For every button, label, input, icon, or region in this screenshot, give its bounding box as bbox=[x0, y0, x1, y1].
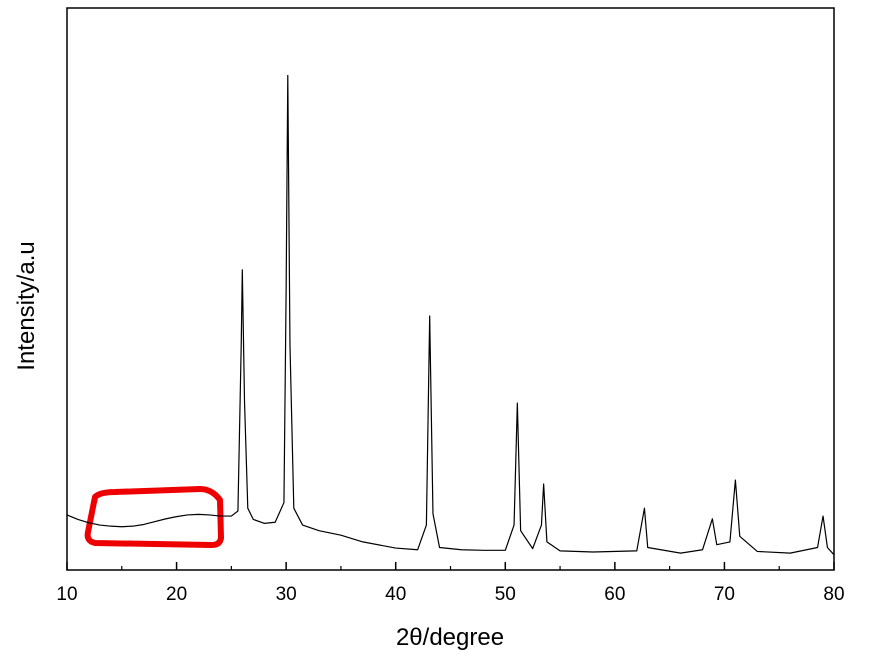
x-tick-label: 80 bbox=[823, 584, 844, 605]
plot-frame bbox=[66, 7, 835, 571]
x-tick-label: 70 bbox=[714, 584, 735, 605]
x-tick-label: 20 bbox=[166, 584, 187, 605]
x-tick-label: 10 bbox=[56, 584, 77, 605]
highlight-annotation bbox=[84, 486, 224, 548]
x-tick-label: 60 bbox=[604, 584, 625, 605]
data-line bbox=[66, 74, 835, 556]
x-tick-label: 30 bbox=[276, 584, 297, 605]
x-tick-label: 40 bbox=[385, 584, 406, 605]
y-axis-title: Intensity/a.u bbox=[13, 241, 40, 370]
x-tick-label: 50 bbox=[495, 584, 516, 605]
x-axis-title: 2θ/degree bbox=[396, 624, 504, 651]
